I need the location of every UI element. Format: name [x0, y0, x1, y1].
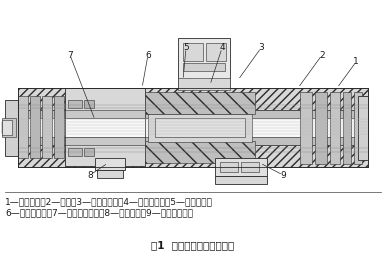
Bar [65, 110, 145, 118]
Bar [178, 78, 230, 90]
Bar [84, 148, 94, 156]
Bar [155, 118, 245, 137]
Bar [68, 148, 82, 156]
Bar [95, 158, 125, 170]
Bar [65, 88, 145, 166]
Bar [18, 110, 368, 118]
Bar [343, 92, 351, 164]
Bar [354, 92, 362, 164]
Text: 6: 6 [145, 51, 151, 59]
Bar [2, 118, 16, 137]
Bar [215, 158, 267, 176]
Bar [84, 100, 94, 108]
Text: 8: 8 [87, 171, 93, 179]
Bar [30, 96, 40, 158]
Bar [18, 96, 28, 158]
Text: 1—前轴承组；2—主轴；3—电动机定子；4—电动机转子；5—定子套筒；: 1—前轴承组；2—主轴；3—电动机定子；4—电动机转子；5—定子套筒； [5, 197, 213, 206]
Text: 2: 2 [319, 51, 325, 59]
Bar [145, 92, 255, 114]
Bar [183, 43, 203, 61]
Bar [241, 162, 259, 172]
Bar [330, 92, 340, 164]
Bar [148, 114, 252, 142]
Text: 5: 5 [183, 43, 189, 52]
Text: 1: 1 [353, 57, 359, 67]
Text: 3: 3 [258, 43, 264, 52]
Bar [215, 176, 267, 184]
Bar [18, 145, 368, 167]
Bar [18, 88, 368, 110]
Bar [97, 170, 123, 178]
Bar [65, 137, 145, 145]
Text: 4: 4 [219, 43, 225, 52]
Bar [5, 100, 18, 156]
Text: 6—冷却油入口；7—松、拉刀机构；8—后轴承组；9—冷却油出口。: 6—冷却油入口；7—松、拉刀机构；8—后轴承组；9—冷却油出口。 [5, 208, 193, 217]
Bar [220, 162, 238, 172]
Bar [18, 137, 368, 145]
Text: 7: 7 [67, 51, 73, 59]
Text: 图1  高速电主轴结构示意图: 图1 高速电主轴结构示意图 [151, 240, 235, 250]
Bar [68, 100, 82, 108]
Bar [2, 120, 12, 135]
Text: 9: 9 [280, 171, 286, 179]
Bar [183, 63, 225, 71]
Bar [145, 141, 255, 163]
Bar [178, 38, 230, 88]
Bar [206, 43, 226, 61]
Bar [65, 118, 145, 137]
Bar [54, 96, 64, 158]
Bar [42, 96, 52, 158]
Bar [300, 92, 312, 164]
Bar [18, 118, 368, 137]
Bar [315, 92, 327, 164]
Bar [358, 96, 368, 160]
